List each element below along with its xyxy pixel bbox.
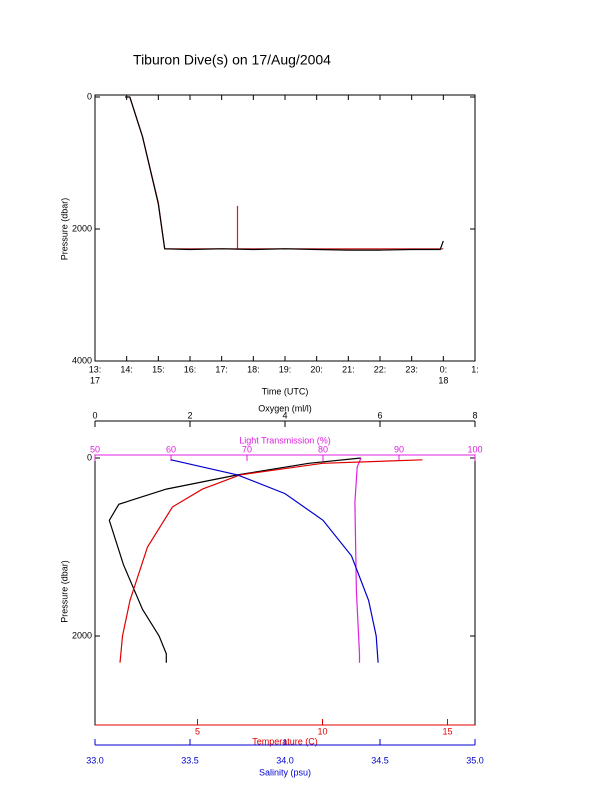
- x-tick-label: 13:: [89, 364, 102, 374]
- x-tick-label: 60: [166, 444, 176, 454]
- x-tick-label: 0:: [440, 364, 448, 374]
- date-label: 18: [438, 375, 448, 385]
- x-axis-title: Oxygen (ml/l): [258, 403, 312, 413]
- x-tick-label: 34.0: [276, 755, 294, 765]
- y-tick-label: 0: [87, 452, 92, 462]
- y-axis-title: Pressure (dbar): [59, 560, 69, 623]
- x-tick-label: 1:: [471, 364, 479, 374]
- data-line: [108, 457, 362, 663]
- x-tick-label: 6: [377, 410, 382, 420]
- x-tick-label: 5: [195, 726, 200, 736]
- data-line: [354, 457, 362, 663]
- x-tick-label: 22:: [374, 364, 387, 374]
- x-tick-label: 33.0: [86, 755, 104, 765]
- x-tick-label: 100: [467, 444, 482, 454]
- x-tick-label: 15:: [152, 364, 165, 374]
- y-tick-label: 4000: [72, 355, 92, 365]
- plot-frame: [94, 454, 476, 726]
- x-tick-label: 35.0: [466, 755, 484, 765]
- y-tick-label: 0: [87, 91, 92, 101]
- x-tick-label: 15: [442, 726, 452, 736]
- x-tick-label: 18:: [247, 364, 260, 374]
- x-tick-label: 80: [318, 444, 328, 454]
- x-tick-label: 23:: [405, 364, 418, 374]
- data-line: [125, 96, 444, 251]
- x-tick-label: 33.5: [181, 755, 199, 765]
- data-line: [119, 459, 423, 663]
- y-tick-label: 2000: [72, 223, 92, 233]
- x-tick-label: 50: [90, 444, 100, 454]
- x-axis-title: Salinity (psu): [259, 767, 311, 777]
- x-tick-label: 8: [472, 410, 477, 420]
- x-tick-label: 21:: [342, 364, 355, 374]
- x-tick-label: 14:: [120, 364, 133, 374]
- x-tick-label: 10: [317, 726, 327, 736]
- x-tick-label: 17:: [215, 364, 228, 374]
- x-tick-label: 2: [187, 410, 192, 420]
- x-axis-title: Time (UTC): [262, 386, 309, 396]
- x-tick-label: 20:: [310, 364, 323, 374]
- x-tick-label: 4: [282, 410, 287, 420]
- x-tick-label: 70: [242, 444, 252, 454]
- chart-title: Tiburon Dive(s) on 17/Aug/2004: [133, 52, 331, 68]
- x-tick-label: 16:: [184, 364, 197, 374]
- x-tick-label: 34.5: [371, 755, 389, 765]
- y-axis-title: Pressure (dbar): [59, 198, 69, 261]
- x-tick-label: 19:: [279, 364, 292, 374]
- data-line: [129, 96, 444, 250]
- plot-frame: [94, 94, 476, 362]
- y-tick-label: 2000: [72, 630, 92, 640]
- data-line: [170, 459, 379, 663]
- x-tick-label: 0: [92, 410, 97, 420]
- date-label: 17: [90, 375, 100, 385]
- x-axis-title: Light Transmission (%): [239, 435, 331, 445]
- x-tick-label: 90: [394, 444, 404, 454]
